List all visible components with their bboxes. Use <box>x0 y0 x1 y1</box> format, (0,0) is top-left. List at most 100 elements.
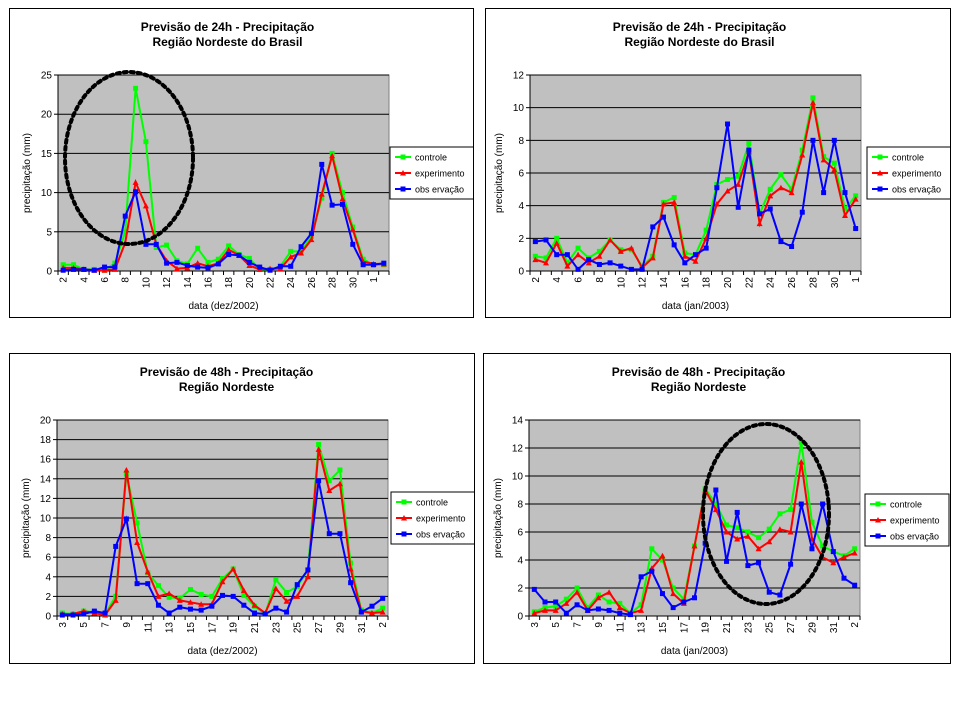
data-point <box>326 531 332 537</box>
data-point <box>617 610 623 616</box>
data-point <box>713 201 720 207</box>
data-point <box>735 173 741 179</box>
data-point <box>767 206 773 212</box>
chart-subtitle: Região Nordeste <box>179 380 275 394</box>
data-point <box>319 161 325 167</box>
data-point <box>725 177 731 183</box>
data-point <box>788 561 794 567</box>
y-tick-label: 12 <box>40 494 52 505</box>
x-tick-label: 6 <box>574 277 585 283</box>
y-tick-label: 2 <box>517 584 523 595</box>
chart-panel-24h-jan: Previsão de 24h - Precipitação Região Nor… <box>485 8 951 318</box>
data-point <box>134 581 140 587</box>
legend-label: controle <box>415 153 447 163</box>
data-point <box>638 574 644 580</box>
data-point <box>852 196 859 202</box>
data-point <box>381 260 387 266</box>
data-point <box>166 610 172 616</box>
data-point <box>236 252 242 258</box>
data-point <box>336 480 343 487</box>
data-point <box>339 190 345 196</box>
x-tick-label: 31 <box>357 622 368 634</box>
data-point <box>155 583 161 589</box>
data-point <box>714 185 720 191</box>
x-tick-label: 20 <box>723 277 734 289</box>
data-point <box>778 239 784 245</box>
data-point <box>173 265 180 272</box>
data-point <box>821 190 827 196</box>
x-tick-label: 17 <box>679 622 690 634</box>
data-point <box>787 529 794 535</box>
y-tick-label: 6 <box>45 553 51 564</box>
data-point <box>215 261 221 267</box>
x-tick-label: 23 <box>271 622 282 634</box>
data-point <box>788 189 795 196</box>
data-point <box>628 245 635 251</box>
data-point <box>542 599 548 605</box>
data-point <box>745 563 751 569</box>
data-point <box>198 601 205 607</box>
data-point <box>315 446 322 452</box>
x-tick-label: 22 <box>744 277 755 289</box>
data-point <box>143 241 149 247</box>
x-tick-label: 30 <box>348 277 359 289</box>
data-point <box>60 267 66 273</box>
legend-label: controle <box>416 498 448 508</box>
data-point <box>681 253 688 259</box>
data-point <box>542 607 549 613</box>
data-point <box>649 254 656 261</box>
data-point <box>308 230 314 236</box>
y-axis-title: precipitação (mm) <box>494 133 505 213</box>
data-point <box>209 593 215 599</box>
data-point <box>586 257 592 263</box>
x-axis-title: data (dez/2002) <box>188 301 258 312</box>
legend-label: experimento <box>416 514 466 524</box>
data-point <box>288 263 294 269</box>
data-point <box>143 139 149 145</box>
data-point <box>660 201 667 207</box>
data-point <box>298 244 304 250</box>
data-point <box>692 595 697 601</box>
y-tick-label: 6 <box>517 528 523 539</box>
chart-panel-24h-dec: Previsão de 24h - Precipitação Região Nor… <box>9 8 474 318</box>
x-tick-label: 27 <box>786 622 797 634</box>
y-tick-label: 10 <box>512 472 524 483</box>
data-point <box>575 251 582 258</box>
data-point <box>606 589 613 595</box>
data-point <box>318 191 325 197</box>
x-tick-label: 15 <box>186 622 197 634</box>
data-point <box>101 267 108 273</box>
data-point <box>176 597 183 603</box>
x-axis-title: data (jan/2003) <box>662 301 729 312</box>
data-point <box>240 587 247 594</box>
data-point <box>369 603 375 609</box>
data-point <box>174 259 180 265</box>
x-tick-label: 14 <box>183 277 194 289</box>
data-point <box>831 160 837 166</box>
x-tick-label: 27 <box>314 622 325 634</box>
data-point <box>241 602 247 608</box>
data-point <box>164 260 170 266</box>
data-point <box>649 546 655 552</box>
x-tick-label: 29 <box>807 622 818 634</box>
data-point <box>616 604 623 611</box>
data-point <box>649 568 655 574</box>
data-point <box>681 599 687 605</box>
data-point <box>198 591 204 597</box>
x-tick-label: 3 <box>530 622 541 628</box>
data-point <box>122 213 128 219</box>
data-point <box>251 602 258 608</box>
data-point <box>703 227 709 233</box>
data-point <box>618 263 624 269</box>
x-tick-label: 28 <box>328 277 339 289</box>
data-point <box>725 121 731 127</box>
data-point <box>607 260 613 266</box>
data-point <box>316 442 322 447</box>
x-tick-label: 9 <box>122 622 133 628</box>
x-tick-label: 2 <box>850 622 861 628</box>
data-point <box>617 600 623 606</box>
data-point <box>350 241 356 247</box>
x-tick-label: 10 <box>616 277 627 289</box>
x-tick-label: 2 <box>531 277 542 283</box>
data-point <box>337 531 343 537</box>
